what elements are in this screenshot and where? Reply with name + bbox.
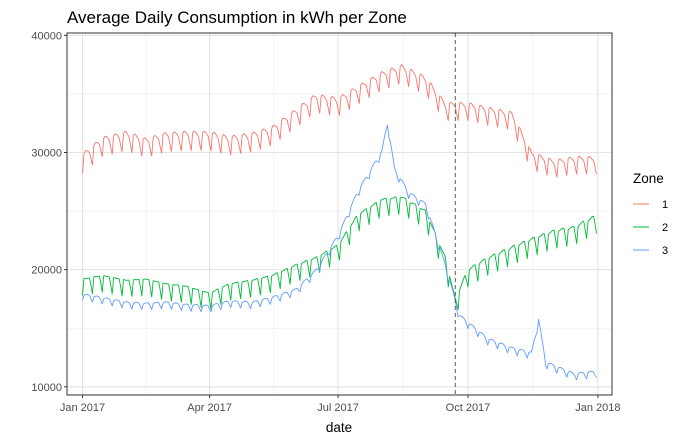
series-line-zone-2 [82, 196, 597, 311]
legend-title: Zone [633, 171, 664, 186]
y-tick-label: 20000 [31, 265, 62, 277]
series-line-zone-1 [82, 64, 597, 178]
plot-border [66, 32, 613, 396]
legend-label-zone-2: 2 [662, 222, 668, 234]
y-axis: 10000 20000 30000 40000 [31, 30, 67, 394]
legend-label-zone-3: 3 [662, 245, 668, 257]
x-axis: Jan 2017 Apr 2017 Jul 2017 Oct 2017 Jan 2018 [60, 395, 621, 414]
x-tick-label: Apr 2017 [187, 402, 232, 414]
series-line-zone-3 [82, 124, 597, 381]
legend-label-zone-1: 1 [662, 199, 668, 211]
plot-background [67, 33, 612, 395]
legend: Zone 1 2 3 [633, 171, 668, 257]
x-tick-label: Jan 2018 [575, 402, 620, 414]
y-tick-label: 40000 [31, 30, 62, 42]
plot-panel [66, 32, 613, 396]
x-tick-label: Jul 2017 [317, 402, 359, 414]
x-tick-label: Oct 2017 [446, 402, 491, 414]
chart-title: Average Daily Consumption in kWh per Zon… [67, 8, 407, 27]
x-axis-title: date [326, 420, 352, 435]
x-tick-label: Jan 2017 [60, 402, 105, 414]
y-tick-label: 10000 [31, 382, 62, 394]
y-tick-label: 30000 [31, 147, 62, 159]
